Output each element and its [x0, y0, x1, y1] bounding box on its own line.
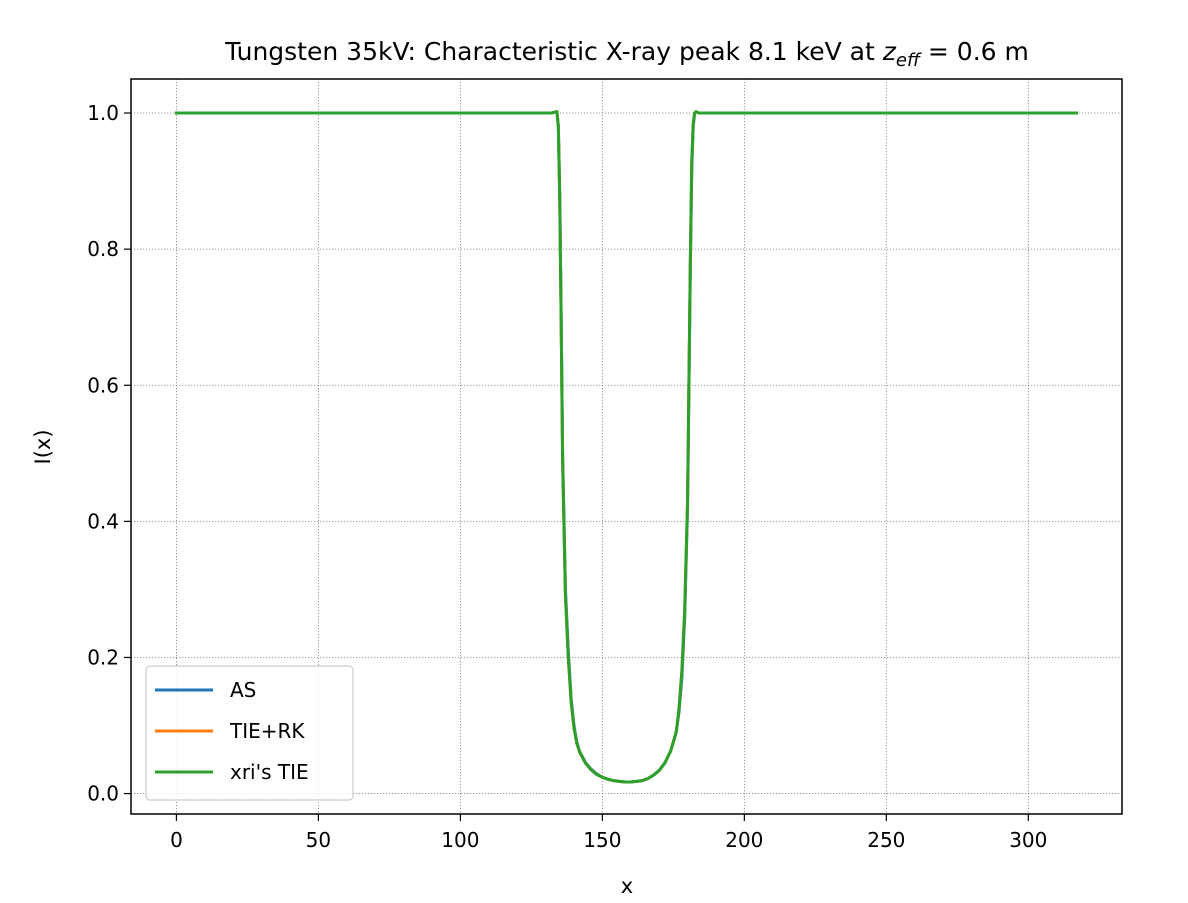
legend: AS TIE+RK xri's TIE	[145, 665, 354, 801]
plot-frame	[130, 78, 1123, 815]
y-tick-label: 1.0	[87, 101, 119, 125]
legend-label-tie-rk: TIE+RK	[229, 719, 305, 743]
legend-label-as: AS	[230, 678, 256, 702]
x-tick-label: 100	[441, 828, 479, 852]
x-tick-label: 50	[306, 828, 331, 852]
y-tick-label: 0.2	[87, 645, 119, 669]
x-tick-label: 250	[867, 828, 905, 852]
y-tick-label: 0.4	[87, 509, 119, 533]
series-lines	[174, 110, 1079, 784]
x-tick-label: 300	[1009, 828, 1047, 852]
y-axis-label: I(x)	[31, 429, 55, 464]
y-tick-label: 0.8	[87, 237, 119, 261]
y-tick-label: 0.6	[87, 373, 119, 397]
x-tick-label: 0	[170, 828, 183, 852]
x-tick-label: 150	[583, 828, 621, 852]
x-tick-label: 200	[725, 828, 763, 852]
y-axis-ticks: 0.0 0.2 0.4 0.6 0.8 1.0	[87, 101, 131, 806]
x-axis-ticks: 0 50 100 150 200 250 300	[170, 814, 1047, 852]
legend-box	[145, 665, 354, 801]
series-line-xri-s-tie	[174, 110, 1079, 784]
chart-title: Tungsten 35kV: Characteristic X-ray peak…	[224, 37, 1029, 71]
legend-label-xri-s-tie: xri's TIE	[230, 760, 309, 784]
grid	[131, 79, 1122, 814]
y-tick-label: 0.0	[87, 782, 119, 806]
x-axis-label: x	[621, 874, 633, 898]
